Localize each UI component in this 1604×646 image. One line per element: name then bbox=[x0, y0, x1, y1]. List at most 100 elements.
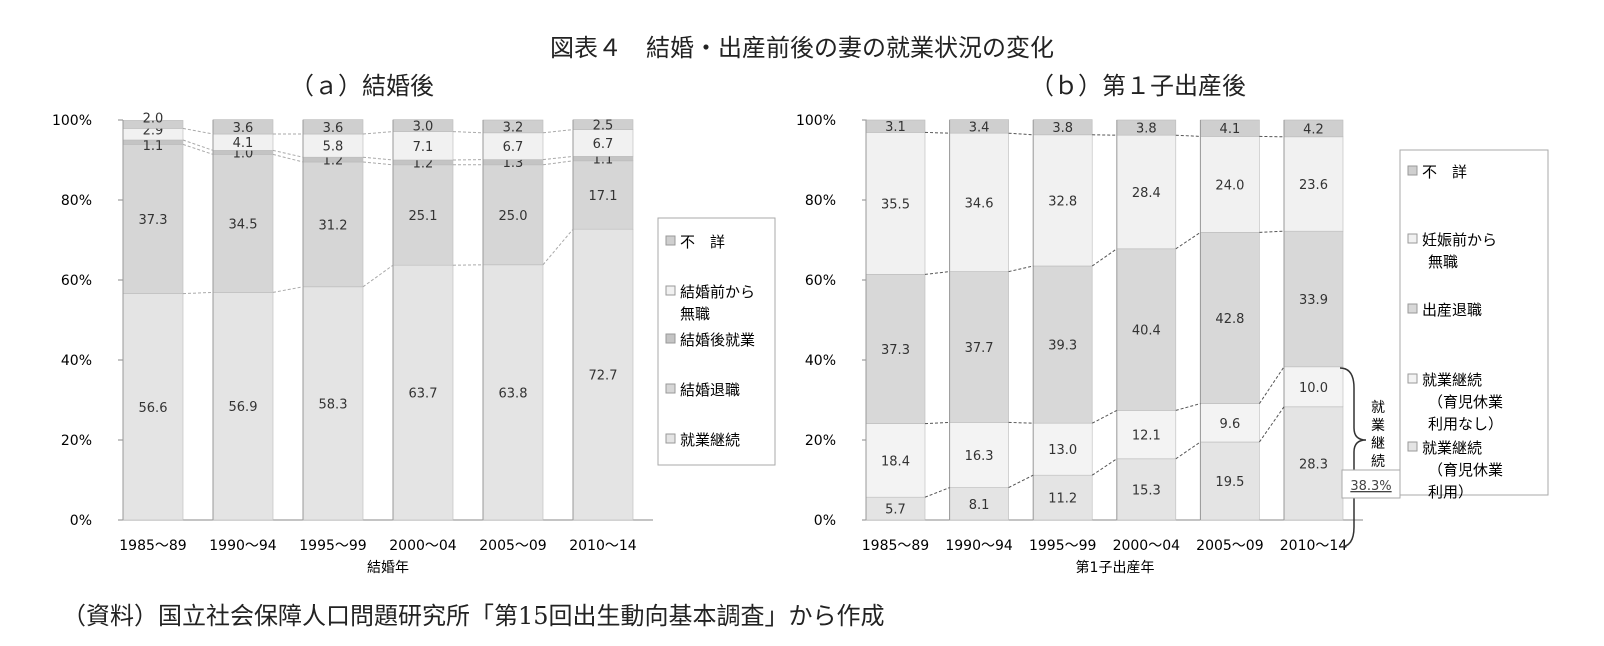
data-label: 40.4 bbox=[1132, 324, 1161, 339]
bar-segment bbox=[1283, 406, 1344, 521]
data-label: 3.6 bbox=[233, 121, 254, 136]
legend-label: 利用） bbox=[1428, 483, 1473, 501]
x-tick-label: 1995～99 bbox=[299, 538, 366, 554]
connector-line bbox=[362, 161, 394, 166]
y-tick-label: 20% bbox=[61, 433, 92, 449]
data-label: 56.6 bbox=[139, 401, 168, 416]
annotation-label: 就 bbox=[1371, 400, 1385, 416]
connector-line bbox=[924, 487, 950, 498]
data-label: 37.3 bbox=[881, 343, 910, 358]
connector-line bbox=[1091, 458, 1118, 476]
legend-label: 無職 bbox=[1428, 253, 1458, 271]
legend-swatch bbox=[1407, 373, 1418, 384]
connector-line bbox=[182, 139, 214, 151]
connector-line bbox=[1091, 248, 1118, 267]
annotation-value: 38.3% bbox=[1350, 479, 1391, 494]
bar-segment bbox=[122, 293, 184, 521]
y-tick-label: 100% bbox=[796, 113, 836, 129]
bar-segment bbox=[1032, 422, 1093, 476]
x-axis-label: 第1子出産年 bbox=[1076, 559, 1155, 576]
bar-segment bbox=[1283, 366, 1344, 408]
connector-line bbox=[1175, 231, 1201, 250]
legend-label: 就業継続 bbox=[1422, 439, 1482, 457]
connector-line bbox=[272, 286, 304, 293]
chart-b: 0% 20% 40% 60% 80% 100% 5.7 18.4 37.3 35.5 3.1 1985… bbox=[796, 113, 1549, 576]
bar-segment bbox=[482, 164, 544, 266]
bar-segment bbox=[865, 132, 926, 275]
y-tick-label: 80% bbox=[61, 193, 92, 209]
y-tick-label: 100% bbox=[52, 113, 92, 129]
bar-segment bbox=[949, 422, 1009, 488]
y-tick-label: 20% bbox=[805, 433, 836, 449]
data-label: 34.5 bbox=[229, 217, 258, 232]
legend-label: 利用なし） bbox=[1428, 415, 1503, 433]
bar-segment bbox=[572, 129, 634, 157]
legend bbox=[657, 217, 776, 466]
connector-line bbox=[362, 131, 394, 135]
annotation-label: 継 bbox=[1371, 436, 1385, 452]
data-label: 23.6 bbox=[1299, 178, 1328, 193]
figure-title: 図表４ 結婚・出産前後の妻の就業状況の変化 bbox=[550, 34, 1054, 62]
data-label: 25.0 bbox=[499, 209, 528, 224]
bar-segment bbox=[1032, 474, 1093, 521]
data-label: 4.1 bbox=[1220, 122, 1241, 137]
data-label: 24.0 bbox=[1215, 178, 1244, 193]
connector-line bbox=[272, 153, 304, 163]
bar-segment bbox=[949, 132, 1009, 272]
connector-line bbox=[924, 421, 950, 425]
data-label: 3.0 bbox=[413, 120, 434, 135]
subtitle-a: （ａ）結婚後 bbox=[290, 72, 434, 100]
annotation-label: 業 bbox=[1371, 418, 1385, 434]
bar-segment bbox=[1116, 410, 1177, 460]
data-label: 3.6 bbox=[323, 121, 344, 136]
bar-segment bbox=[122, 144, 184, 294]
data-label: 35.5 bbox=[881, 197, 910, 212]
data-label: 5.8 bbox=[323, 140, 344, 155]
x-tick-label: 2010～14 bbox=[1280, 538, 1348, 554]
bar-segment bbox=[865, 423, 926, 498]
legend-label: 結婚後就業 bbox=[680, 331, 755, 349]
data-label: 28.4 bbox=[1132, 186, 1161, 201]
data-label: 6.7 bbox=[593, 137, 614, 152]
connector-line bbox=[1091, 409, 1118, 424]
y-tick-label: 60% bbox=[805, 273, 836, 289]
x-tick-label: 1990～94 bbox=[209, 538, 277, 554]
data-label: 1.1 bbox=[143, 139, 164, 154]
connector-line bbox=[1008, 132, 1034, 136]
connector-line bbox=[542, 160, 574, 166]
bar-segment bbox=[392, 264, 454, 521]
bar-segment bbox=[1032, 134, 1093, 267]
brace bbox=[1339, 367, 1367, 548]
data-label: 1.3 bbox=[503, 156, 524, 171]
data-label: 9.6 bbox=[1220, 417, 1241, 432]
x-tick-label: 2000～04 bbox=[389, 538, 457, 554]
data-label: 2.5 bbox=[593, 119, 614, 134]
connector-line bbox=[1258, 406, 1285, 443]
connector-line bbox=[542, 155, 574, 161]
connector-line bbox=[1008, 265, 1034, 273]
legend-swatch bbox=[1407, 165, 1418, 176]
connector-line bbox=[182, 291, 214, 295]
bar-segment bbox=[392, 131, 454, 161]
data-label: 8.1 bbox=[969, 498, 990, 513]
data-label: 7.1 bbox=[413, 140, 434, 155]
y-tick-label: 80% bbox=[805, 193, 836, 209]
x-axis-label: 結婚年 bbox=[367, 560, 409, 576]
data-label: 18.4 bbox=[881, 454, 910, 469]
bar-segment bbox=[212, 292, 274, 521]
connector-line bbox=[924, 131, 950, 134]
data-label: 13.0 bbox=[1048, 443, 1077, 458]
source-note: （資料）国立社会保障人口問題研究所「第15回出生動向基本調査」から作成 bbox=[62, 602, 885, 630]
connector-line bbox=[542, 129, 574, 134]
x-tick-label: 1990～94 bbox=[945, 538, 1013, 554]
legend-swatch bbox=[665, 285, 676, 296]
annotation-box bbox=[1341, 469, 1401, 499]
data-label: 37.3 bbox=[139, 213, 168, 228]
bar-segment bbox=[1116, 248, 1177, 411]
annotation-label: 続 bbox=[1371, 453, 1385, 470]
data-label: 15.3 bbox=[1132, 483, 1161, 498]
connector-line bbox=[1175, 134, 1201, 137]
data-label: 6.7 bbox=[503, 140, 524, 155]
bar-segment bbox=[1200, 136, 1260, 233]
